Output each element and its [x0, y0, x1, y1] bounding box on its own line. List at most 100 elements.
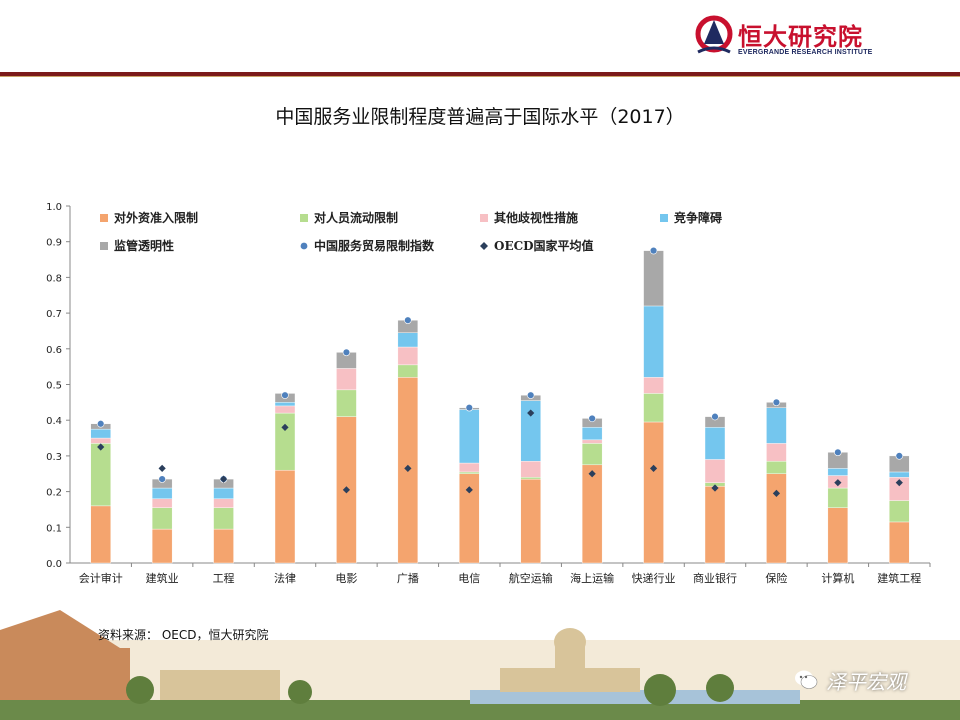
bar-segment	[151, 487, 173, 499]
legend-label: 监管透明性	[114, 238, 174, 253]
oecd-average-point	[97, 443, 105, 451]
bar-segment	[889, 500, 910, 523]
legend-swatch-diamond	[480, 242, 488, 250]
bar-segment	[766, 443, 787, 462]
y-tick-label: 0.8	[46, 273, 62, 284]
x-tick-label: 商业银行	[693, 571, 737, 585]
oecd-average-point	[158, 464, 166, 472]
y-tick-label: 0.2	[46, 488, 62, 499]
bar-segment	[213, 507, 234, 530]
bar-segment	[827, 507, 849, 564]
oecd-average-point	[834, 479, 842, 487]
bar-segment	[643, 250, 664, 307]
china-index-point	[895, 452, 903, 460]
china-index-point	[711, 412, 719, 421]
x-tick-label: 建筑工程	[877, 571, 921, 585]
bar-segment	[90, 443, 111, 507]
logo-chinese-name: 恒大研究院	[738, 23, 863, 51]
bar-segment	[459, 409, 480, 464]
bar-segment	[581, 427, 603, 441]
china-index-point	[772, 398, 781, 407]
x-tick-label: 法律	[274, 571, 296, 585]
legend-swatch	[300, 214, 308, 222]
bar-segment	[90, 437, 111, 444]
china-index-point	[649, 246, 658, 255]
legend-label: OECD国家平均值	[494, 238, 594, 253]
bar-segment	[704, 459, 726, 483]
bar-segment	[766, 407, 787, 444]
y-tick-label: 0.1	[46, 523, 62, 534]
oecd-average-point	[219, 475, 228, 483]
china-index-point	[834, 448, 842, 457]
bar-segment	[213, 487, 234, 499]
x-tick-label: 海上运输	[570, 571, 614, 585]
bar-segment	[90, 428, 111, 439]
bar-segment	[643, 305, 664, 378]
bar-segment	[90, 505, 111, 564]
source-note: 资料来源： OECD，恒大研究院	[98, 628, 269, 642]
oecd-average-point	[404, 464, 412, 472]
bar-segment	[520, 477, 541, 480]
legend-swatch	[100, 214, 108, 222]
bar-segment	[274, 469, 296, 564]
x-tick-label: 广播	[397, 571, 419, 585]
legend-label: 对人员流动限制	[314, 210, 398, 225]
bar-segment	[520, 478, 541, 564]
bar-segment	[459, 471, 480, 474]
y-tick-label: 0.5	[46, 381, 62, 392]
header-divider	[0, 72, 960, 76]
header: 恒大研究院 EVERGRANDE RESEARCH INSTITUTE	[0, 0, 960, 72]
legend-swatch	[660, 214, 668, 222]
legend-swatch	[480, 214, 488, 222]
bar-segment	[643, 377, 664, 394]
legend-swatch-circle	[300, 242, 308, 250]
x-tick-label: 电影	[335, 572, 357, 585]
watermark: 泽平宏观	[790, 665, 940, 695]
bar-segment	[397, 346, 419, 366]
bar-segment	[151, 528, 173, 564]
bar-segment	[766, 473, 787, 564]
oecd-average-point	[711, 484, 719, 492]
bar-segment	[274, 412, 296, 471]
bar-segment	[336, 389, 357, 417]
bar-segment	[151, 507, 173, 530]
y-tick-label: 0.7	[46, 309, 62, 320]
legend-label: 其他歧视性措施	[494, 210, 578, 225]
y-tick-label: 0.0	[46, 559, 62, 570]
bar-segment	[643, 421, 664, 564]
oecd-average-point	[465, 486, 473, 494]
china-index-point	[465, 404, 473, 412]
y-tick-label: 1.0	[46, 202, 62, 213]
bar-segment	[581, 439, 603, 444]
x-tick-label: 快递行业	[632, 571, 676, 585]
logo-english-name: EVERGRANDE RESEARCH INSTITUTE	[738, 49, 873, 56]
x-tick-label: 会计审计	[79, 571, 123, 585]
bar-segment	[520, 461, 541, 478]
bar-segment	[397, 332, 419, 348]
china-index-point	[527, 391, 535, 399]
bar-segment	[766, 461, 787, 474]
bar-segment	[889, 471, 910, 478]
china-index-point	[158, 475, 166, 483]
bar-segment	[336, 368, 357, 391]
bar-segment	[274, 405, 296, 414]
oecd-average-point	[772, 489, 781, 497]
x-tick-label: 工程	[213, 572, 235, 585]
header-divider-accent	[0, 76, 960, 77]
china-index-point	[342, 348, 351, 357]
bar-segment	[213, 528, 234, 564]
y-tick-label: 0.4	[46, 416, 62, 427]
bar-segment	[151, 498, 173, 508]
x-tick-label: 航空运输	[509, 571, 553, 585]
oecd-average-point	[342, 486, 351, 494]
bar-segment	[459, 462, 480, 473]
x-tick-label: 电信	[458, 572, 480, 585]
bar-segment	[704, 486, 726, 564]
bar-segment	[581, 464, 603, 564]
bar-segment	[274, 402, 296, 407]
legend-label: 竞争障碍	[674, 210, 722, 225]
bar-segment	[643, 393, 664, 423]
y-tick-label: 0.6	[46, 345, 62, 356]
x-tick-label: 建筑业	[146, 571, 179, 585]
bar-segment	[827, 487, 849, 508]
